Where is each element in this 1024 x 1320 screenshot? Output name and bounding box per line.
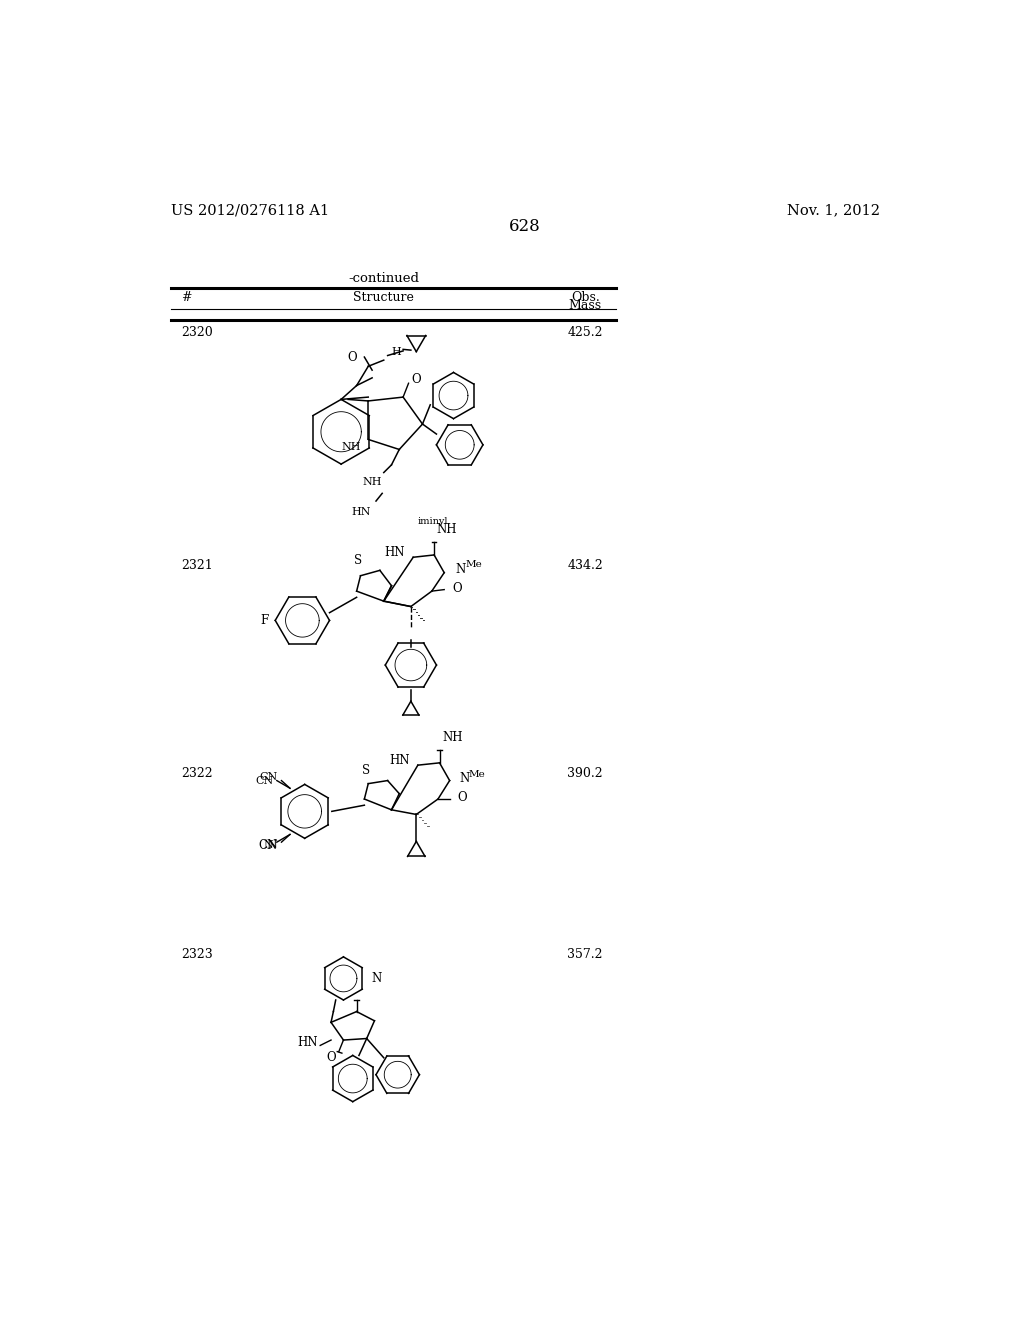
Text: N: N bbox=[268, 841, 278, 850]
Text: #: # bbox=[180, 290, 191, 304]
Text: CN: CN bbox=[259, 772, 278, 783]
Text: Me: Me bbox=[469, 770, 485, 779]
Text: H: H bbox=[391, 347, 401, 358]
Text: NH: NH bbox=[436, 523, 457, 536]
Text: NH: NH bbox=[442, 730, 463, 743]
Text: 2321: 2321 bbox=[180, 558, 212, 572]
Text: 2322: 2322 bbox=[180, 767, 212, 780]
Text: Mass: Mass bbox=[568, 300, 602, 313]
Text: CN: CN bbox=[258, 838, 278, 851]
Text: S: S bbox=[354, 553, 362, 566]
Text: 425.2: 425.2 bbox=[567, 326, 603, 339]
Text: N: N bbox=[264, 841, 273, 850]
Text: Structure: Structure bbox=[353, 290, 414, 304]
Text: HN: HN bbox=[297, 1036, 317, 1049]
Text: 2320: 2320 bbox=[180, 326, 212, 339]
Text: 390.2: 390.2 bbox=[567, 767, 603, 780]
Text: 2323: 2323 bbox=[180, 948, 212, 961]
Text: HN: HN bbox=[389, 754, 410, 767]
Text: 434.2: 434.2 bbox=[567, 558, 603, 572]
Text: O: O bbox=[412, 372, 421, 385]
Text: NH: NH bbox=[341, 442, 360, 453]
Text: F: F bbox=[261, 614, 269, 627]
Text: 628: 628 bbox=[509, 218, 541, 235]
Text: O: O bbox=[458, 791, 467, 804]
Text: O: O bbox=[452, 582, 462, 594]
Text: HN: HN bbox=[384, 546, 404, 560]
Text: -continued: -continued bbox=[348, 272, 419, 285]
Text: N: N bbox=[372, 972, 382, 985]
Text: Nov. 1, 2012: Nov. 1, 2012 bbox=[786, 203, 880, 216]
Text: iminyl: iminyl bbox=[418, 517, 447, 527]
Text: 357.2: 357.2 bbox=[567, 948, 603, 961]
Text: US 2012/0276118 A1: US 2012/0276118 A1 bbox=[171, 203, 329, 216]
Text: CN: CN bbox=[255, 776, 273, 785]
Text: N: N bbox=[455, 564, 465, 576]
Text: HN: HN bbox=[351, 507, 371, 517]
Text: O: O bbox=[348, 351, 357, 363]
Text: O: O bbox=[326, 1051, 336, 1064]
Text: NH: NH bbox=[362, 477, 382, 487]
Text: Me: Me bbox=[465, 561, 482, 569]
Text: N: N bbox=[460, 772, 470, 785]
Text: S: S bbox=[361, 764, 370, 777]
Text: Obs.: Obs. bbox=[570, 290, 600, 304]
